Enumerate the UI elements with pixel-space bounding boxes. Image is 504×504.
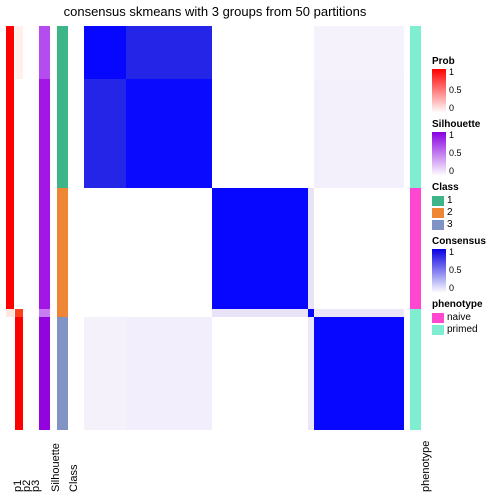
axis-label: phenotype [420, 441, 432, 492]
phenotype-track [410, 26, 421, 430]
x-axis-labels: p1p2p3SilhouetteClassphenotype [6, 434, 446, 500]
page-title: consensus skmeans with 3 groups from 50 … [0, 4, 430, 19]
axis-label: Silhouette [50, 443, 62, 492]
axis-label: p3 [30, 480, 42, 492]
legends-panel: Prob10.50Silhouette10.50Class123Consensu… [432, 54, 502, 341]
axis-label: Class [68, 464, 80, 492]
consensus-heatmap [84, 26, 404, 430]
annotation-tracks [6, 26, 69, 430]
